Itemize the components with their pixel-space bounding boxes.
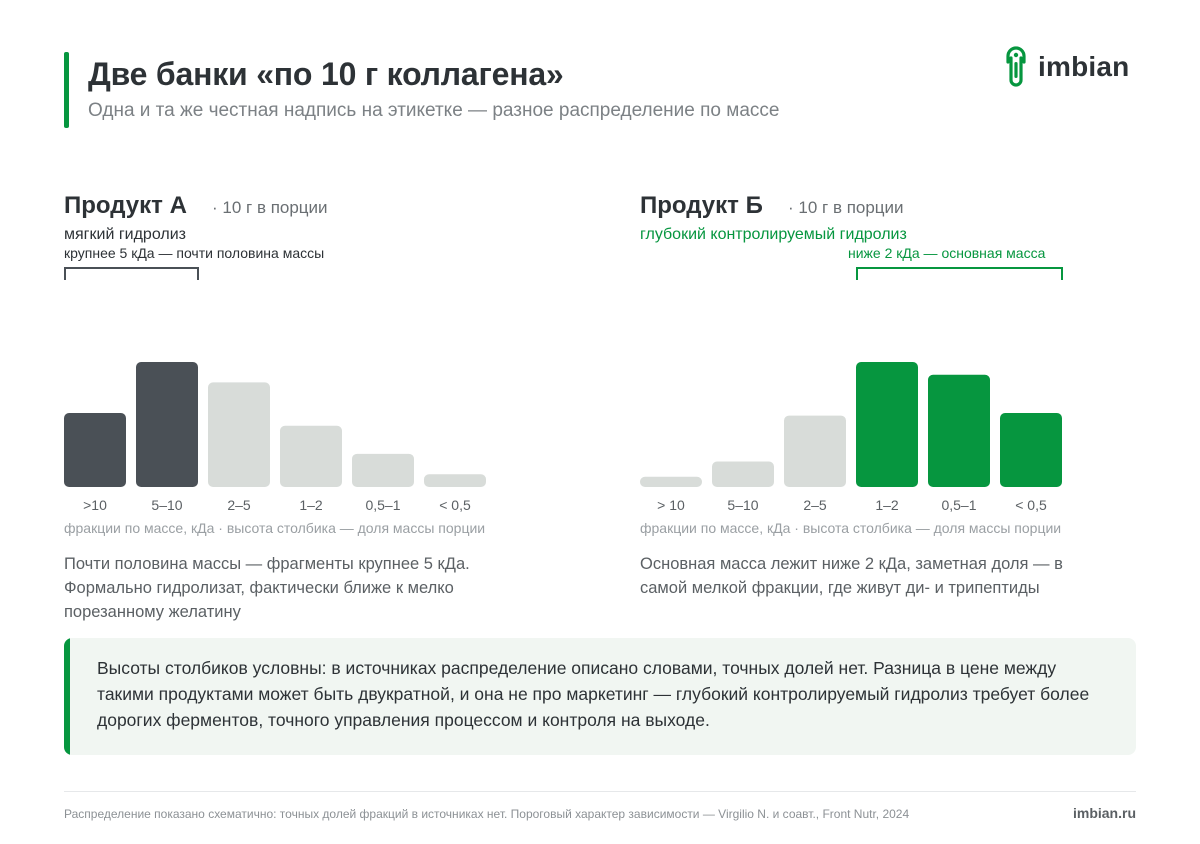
bar-a-2	[208, 382, 270, 487]
product-b-bracket-label: ниже 2 кДа — основная масса	[848, 245, 1046, 261]
bar-a-0	[64, 413, 126, 487]
brand-logo[interactable]: imbian	[1004, 46, 1144, 90]
product-a-method: мягкий гидролиз	[64, 226, 186, 243]
x-tick-label-a-3: 1–2	[299, 497, 323, 513]
footer-divider	[64, 791, 1136, 792]
product-a-bracket-label: крупнее 5 кДа — почти половина массы	[64, 245, 325, 261]
product-b-portion: · 10 г в порции	[788, 198, 904, 217]
x-tick-label-a-0: >10	[83, 497, 107, 513]
bar-a-1	[136, 362, 198, 487]
bar-a-4	[352, 453, 414, 487]
product-b-axis-note: фракции по массе, кДа · высота столбика …	[640, 520, 1062, 536]
x-tick-label-b-3: 1–2	[875, 497, 899, 513]
page-subtitle: Одна и та же честная надпись на этикетке…	[88, 100, 780, 121]
disclaimer-note: Высоты столбиков условны: в источниках р…	[64, 638, 1136, 755]
page-title: Две банки «по 10 г коллагена»	[88, 56, 564, 92]
x-tick-label-a-5: < 0,5	[439, 497, 471, 513]
x-tick-label-b-2: 2–5	[803, 497, 827, 513]
bar-b-3	[856, 362, 918, 487]
product-b-bracket	[856, 267, 1063, 280]
product-a-chart-svg: >10 5–10 2–5 1–2 0,5–1 < 0,5	[64, 362, 486, 513]
x-tick-label-a-1: 5–10	[151, 497, 182, 513]
logo-wordmark: imbian	[1038, 51, 1130, 82]
bar-b-5	[1000, 413, 1062, 487]
x-tick-label-a-4: 0,5–1	[365, 497, 400, 513]
title-accent-bar	[64, 52, 69, 128]
product-b-method: глубокий контролируемый гидролиз	[640, 226, 907, 243]
product-b-description: Основная масса лежит ниже 2 кДа, заметна…	[640, 555, 1063, 597]
product-b-chart-svg: > 10 5–10 2–5 1–2 0,5–1 < 0,5	[640, 362, 1062, 513]
bar-b-0	[640, 476, 702, 487]
bar-a-3	[280, 425, 342, 487]
product-a-portion: · 10 г в порции	[212, 198, 328, 217]
x-tick-label-b-4: 0,5–1	[941, 497, 976, 513]
bar-b-4	[928, 374, 990, 487]
product-a-panel: Продукт А · 10 г в порции мягкий гидроли…	[64, 190, 544, 630]
product-a-description: Почти половина массы — фрагменты крупнее…	[64, 555, 470, 621]
note-accent-bar	[64, 638, 70, 755]
product-b-chart: > 10 5–10 2–5 1–2 0,5–1 < 0,5	[640, 290, 1080, 530]
product-b-name: Продукт Б	[640, 192, 763, 219]
product-a-chart: >10 5–10 2–5 1–2 0,5–1 < 0,5	[64, 290, 504, 530]
bar-b-1	[712, 461, 774, 487]
x-tick-label-a-2: 2–5	[227, 497, 251, 513]
product-a-axis-note: фракции по массе, кДа · высота столбика …	[64, 520, 486, 536]
product-a-name: Продукт А	[64, 192, 187, 219]
x-tick-label-b-5: < 0,5	[1015, 497, 1047, 513]
x-tick-label-b-1: 5–10	[727, 497, 758, 513]
product-a-bracket	[64, 267, 199, 280]
bar-b-2	[784, 415, 846, 487]
note-text: Высоты столбиков условны: в источниках р…	[97, 658, 1090, 730]
bar-a-5	[424, 474, 486, 487]
product-b-panel: Продукт Б · 10 г в порции глубокий контр…	[640, 190, 1120, 630]
imbian-logo-icon	[1006, 46, 1026, 87]
footer-source: Распределение показано схематично: точны…	[64, 807, 910, 821]
x-tick-label-b-0: > 10	[657, 497, 685, 513]
footer-site-link[interactable]: imbian.ru	[1072, 805, 1136, 821]
